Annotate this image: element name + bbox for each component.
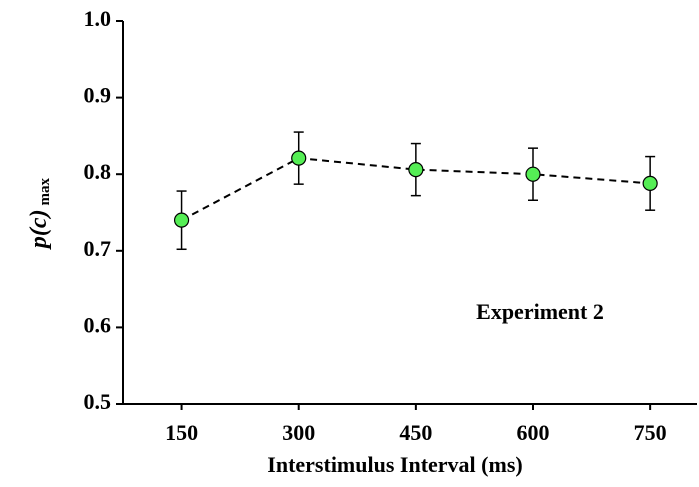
y-tick-label: 0.5 [84, 389, 112, 414]
data-point [525, 166, 541, 182]
data-line [181, 157, 651, 222]
x-tick-label: 150 [165, 420, 198, 445]
data-point [408, 162, 424, 178]
data-point [173, 212, 190, 228]
x-axis-label: Interstimulus Interval (ms) [267, 452, 522, 477]
x-tick-label: 750 [634, 420, 667, 445]
x-tick-label: 300 [282, 420, 315, 445]
data-point [291, 150, 307, 166]
y-axis-label-main: p(c) [26, 209, 52, 250]
y-tick-label: 0.7 [84, 236, 112, 261]
y-axis-label-subscript: max [37, 177, 53, 205]
y-tick-label: 0.8 [84, 159, 112, 184]
y-axis-label: p(c) max [26, 177, 54, 250]
annotation: Experiment 2 [476, 299, 604, 324]
x-tick-label: 600 [517, 420, 550, 445]
y-tick-label: 0.6 [84, 312, 112, 337]
data-point [642, 175, 658, 191]
y-tick-label: 0.9 [84, 83, 112, 108]
y-tick-label: 1.0 [84, 6, 112, 31]
x-tick-label: 450 [399, 420, 432, 445]
